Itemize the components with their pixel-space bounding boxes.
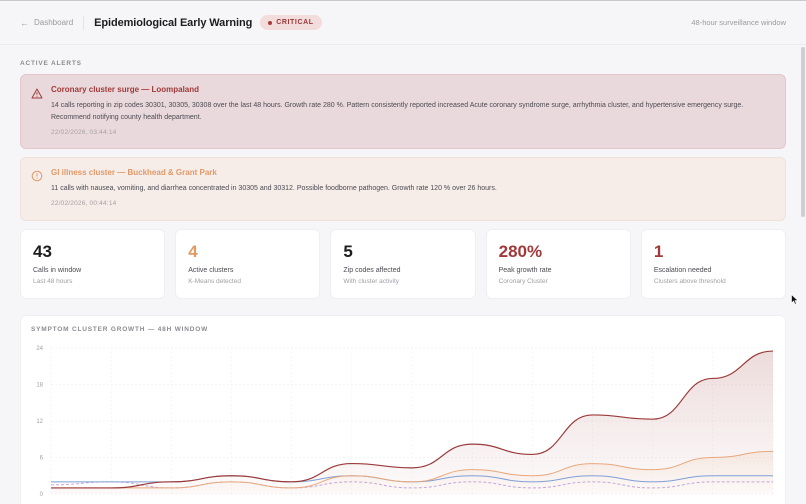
- stat-sub: Last 48 hours: [33, 278, 73, 285]
- header-divider: [83, 15, 85, 30]
- page-scrollbar[interactable]: [800, 45, 806, 504]
- alert-body: GI illness cluster — Buckhead & Grant Pa…: [51, 168, 497, 210]
- alert-description: 14 calls reporting in zip codes 30301, 3…: [51, 102, 744, 121]
- mouse-cursor-icon: [791, 294, 799, 305]
- stat-card-growth: 280% Peak growth rate Coronary Cluster: [485, 229, 631, 299]
- stat-sub: Coronary Cluster: [498, 278, 548, 285]
- stat-value: 4: [188, 242, 198, 261]
- arrow-left-icon: ←: [20, 17, 29, 28]
- stat-value: 1: [653, 242, 664, 261]
- back-link-label: Dashboard: [34, 18, 74, 27]
- stat-label: Escalation needed: [653, 267, 712, 274]
- top-header: ← Dashboard Epidemiological Early Warnin…: [0, 1, 806, 45]
- svg-text:24: 24: [36, 346, 43, 352]
- alert-timestamp: 22/02/2026, 03:44:14: [51, 129, 117, 136]
- stats-row: 43 Calls in window Last 48 hours 4 Activ…: [20, 229, 787, 299]
- symptom-growth-chart[interactable]: 0 6 12 18 24: [21, 316, 787, 504]
- svg-text:18: 18: [36, 383, 43, 389]
- main-content: ACTIVE ALERTS Coronary cluster surge — L…: [0, 60, 806, 504]
- alert-body: Coronary cluster surge — Loompaland 14 c…: [51, 85, 771, 138]
- alert-critical[interactable]: Coronary cluster surge — Loompaland 14 c…: [20, 74, 786, 149]
- status-badge-label: CRITICAL: [276, 19, 314, 26]
- stat-value: 43: [33, 242, 52, 261]
- alert-warning[interactable]: GI illness cluster — Buckhead & Grant Pa…: [20, 157, 786, 221]
- stat-value: 280%: [498, 242, 543, 261]
- alert-title: Coronary cluster surge — Loompaland: [51, 85, 200, 94]
- stat-sub: Clusters above threshold: [653, 278, 726, 285]
- stat-label: Zip codes affected: [343, 267, 401, 274]
- status-dot-icon: [268, 20, 273, 25]
- stat-label: Active clusters: [188, 267, 234, 274]
- stat-label: Calls in window: [33, 267, 82, 274]
- svg-text:0: 0: [40, 492, 44, 498]
- symptom-growth-chart-card: SYMPTOM CLUSTER GROWTH — 48H WINDOW 0 6 12…: [20, 315, 786, 504]
- alert-circle-icon: [31, 169, 43, 210]
- stat-card-zipcodes: 5 Zip codes affected With cluster activi…: [330, 229, 476, 299]
- surveillance-window-label: 48-hour surveillance window: [691, 18, 786, 27]
- stat-sub: With cluster activity: [343, 278, 400, 285]
- alert-timestamp: 22/02/2026, 00:44:14: [51, 200, 117, 207]
- warning-triangle-icon: [31, 86, 43, 138]
- stat-sub: K-Means detected: [188, 278, 241, 285]
- stat-card-escalation: 1 Escalation needed Clusters above thres…: [640, 229, 787, 299]
- stat-label: Peak growth rate: [498, 267, 552, 274]
- status-badge: CRITICAL: [260, 15, 322, 30]
- page-title: Epidemiological Early Warning: [94, 16, 253, 29]
- stat-value: 5: [343, 242, 353, 261]
- back-to-dashboard-link[interactable]: ← Dashboard: [20, 18, 73, 28]
- chart-title: SYMPTOM CLUSTER GROWTH — 48H WINDOW: [31, 326, 209, 333]
- stat-card-clusters: 4 Active clusters K-Means detected: [175, 229, 321, 299]
- alert-title: GI illness cluster — Buckhead & Grant Pa…: [51, 168, 217, 177]
- active-alerts-heading: ACTIVE ALERTS: [20, 60, 82, 67]
- stat-card-calls: 43 Calls in window Last 48 hours: [20, 229, 166, 299]
- svg-text:12: 12: [36, 419, 43, 425]
- scrollbar-thumb[interactable]: [801, 47, 805, 217]
- alert-description: 11 calls with nausea, vomiting, and diar…: [51, 185, 497, 192]
- svg-text:6: 6: [40, 456, 44, 462]
